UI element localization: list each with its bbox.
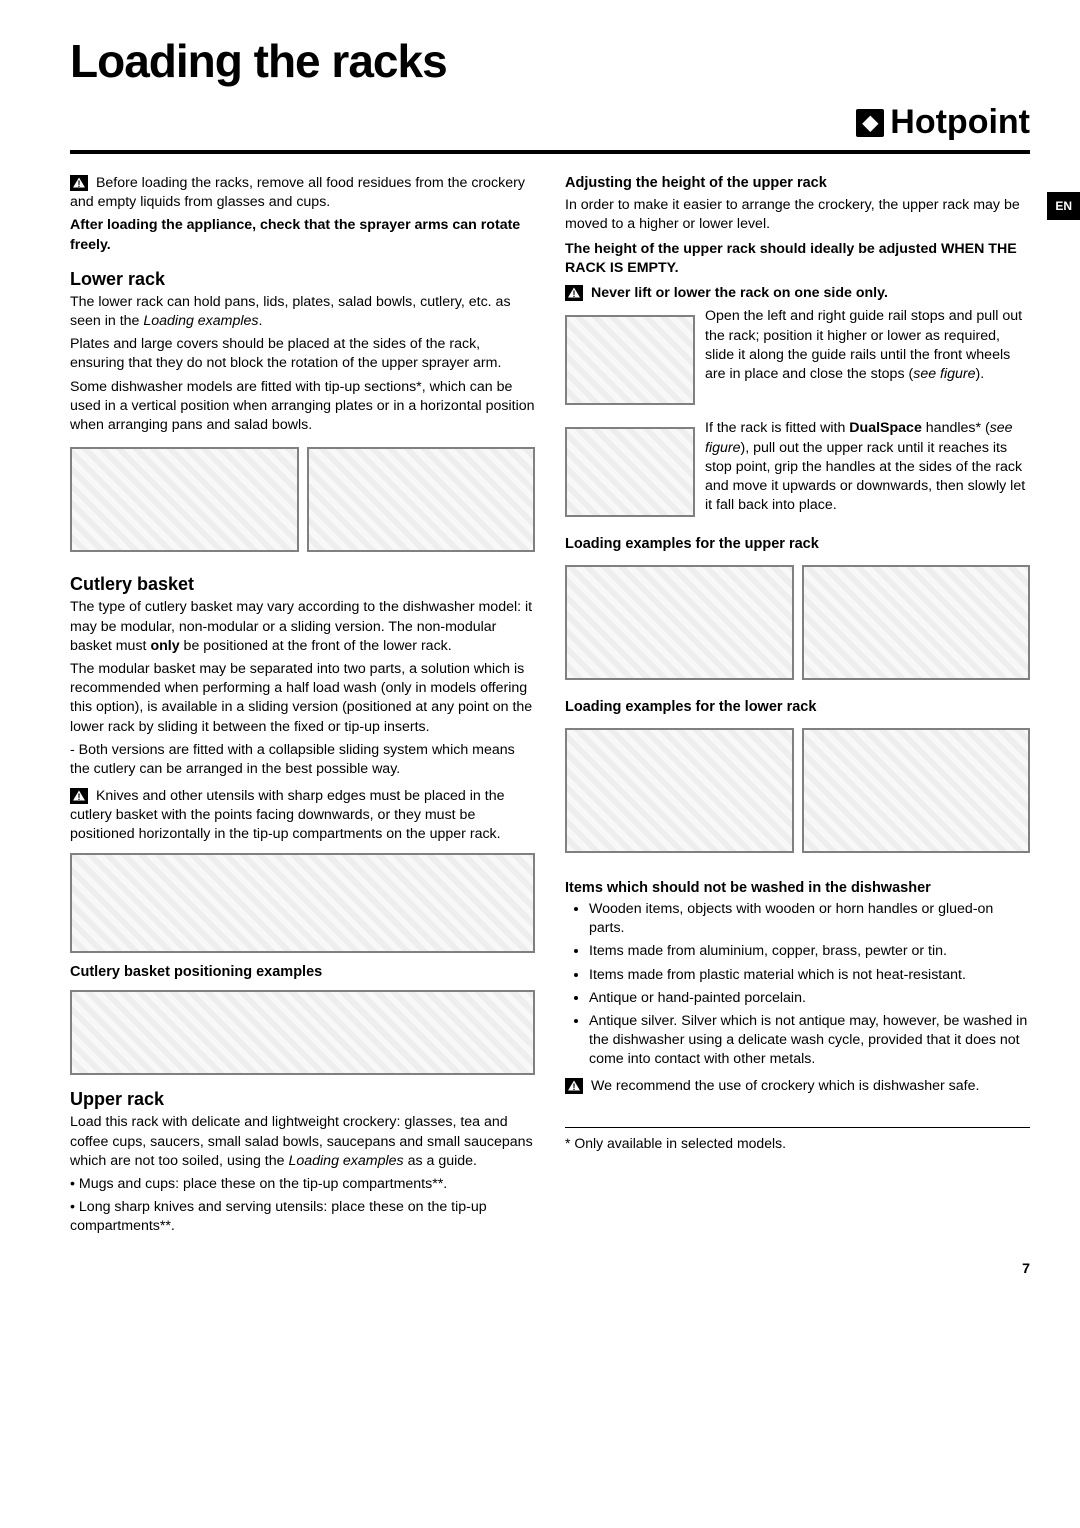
adjust-side1-text: Open the left and right guide rail stops… [705,307,1030,384]
language-tab: EN [1047,192,1080,220]
lr-p1a: The lower rack can hold pans, lids, plat… [70,294,511,329]
left-column: Before loading the racks, remove all foo… [70,174,535,1240]
notwash-heading: Items which should not be washed in the … [565,879,1030,899]
up-p1b: Loading examples [288,1153,403,1169]
cutlery-warning: Knives and other utensils with sharp edg… [70,787,535,845]
ex-upper-heading: Loading examples for the upper rack [565,535,1030,555]
brand-icon: ◆ [856,109,884,137]
brand-row: ◆ Hotpoint [70,100,1030,146]
adjust-side2-text: If the rack is fitted with DualSpace han… [705,419,1030,515]
s1b: see figure [913,366,975,382]
ex-lower-images [565,720,1030,861]
intro-text: Before loading the racks, remove all foo… [70,175,525,210]
brand-logo: ◆ Hotpoint [856,100,1030,146]
upper-p1: Load this rack with delicate and lightwe… [70,1113,535,1171]
rec-text: We recommend the use of crockery which i… [587,1078,979,1094]
cutlery-pos-heading: Cutlery basket positioning examples [70,963,535,983]
adjust-side-2: If the rack is fitted with DualSpace han… [565,419,1030,525]
diagram-cutlery-positioning [70,990,535,1075]
cut-p1b: only [150,638,179,654]
footnote: * Only available in selected models. [565,1134,1030,1153]
up-p1c: as a guide. [404,1153,477,1169]
adjust-p1: In order to make it easier to arrange th… [565,196,1030,234]
warning-icon [70,788,88,804]
cutlery-p3: - Both versions are fitted with a collap… [70,741,535,779]
adjust-warn-text: Never lift or lower the rack on one side… [587,285,888,301]
adjust-heading: Adjusting the height of the upper rack [565,174,1030,194]
list-item: Antique silver. Silver which is not anti… [589,1012,1030,1070]
upper-b1: • Mugs and cups: place these on the tip-… [70,1175,535,1194]
recommendation: We recommend the use of crockery which i… [565,1077,1030,1096]
brand-text: Hotpoint [890,100,1030,146]
warning-icon [565,1078,583,1094]
ex-lower-heading: Loading examples for the lower rack [565,698,1030,718]
s2b: DualSpace [849,420,922,436]
s1c: ). [976,366,985,382]
lower-rack-p3: Some dishwasher models are fitted with t… [70,378,535,436]
s2e: ), pull out the upper rack until it reac… [705,440,1025,514]
cutlery-p2: The modular basket may be separated into… [70,660,535,737]
intro-bold: After loading the appliance, check that … [70,216,535,254]
adjust-bold: The height of the upper rack should idea… [565,240,1030,278]
cutlery-heading: Cutlery basket [70,572,535,596]
page-number: 7 [70,1260,1030,1279]
diagram-ex-lower-1 [565,728,794,853]
notwash-list: Wooden items, objects with wooden or hor… [589,900,1030,1069]
diagram-adjust-2 [565,427,695,517]
footnote-rule [565,1127,1030,1128]
lr-p1b: Loading examples [143,313,258,329]
cutlery-p1: The type of cutlery basket may vary acco… [70,598,535,656]
diagram-ex-lower-2 [802,728,1031,853]
adjust-side-1: Open the left and right guide rail stops… [565,307,1030,413]
warning-icon [70,175,88,191]
list-item: Antique or hand-painted porcelain. [589,989,1030,1008]
lower-rack-p2: Plates and large covers should be placed… [70,335,535,373]
upper-b2: • Long sharp knives and serving utensils… [70,1198,535,1236]
lower-rack-p1: The lower rack can hold pans, lids, plat… [70,293,535,331]
s2a: If the rack is fitted with [705,420,849,436]
header-rule [70,150,1030,154]
upper-rack-heading: Upper rack [70,1087,535,1111]
s2c: handles* ( [922,420,990,436]
adjust-warn: Never lift or lower the rack on one side… [565,284,1030,303]
diagram-ex-upper-1 [565,565,794,680]
diagram-lower-rack-2 [307,447,536,552]
diagram-ex-upper-2 [802,565,1031,680]
lower-rack-heading: Lower rack [70,267,535,291]
diagram-adjust-1 [565,315,695,405]
right-column: Adjusting the height of the upper rack I… [565,174,1030,1240]
list-item: Wooden items, objects with wooden or hor… [589,900,1030,938]
lr-p1c: . [259,313,263,329]
warning-icon [565,285,583,301]
cutlery-warn-text: Knives and other utensils with sharp edg… [70,788,504,842]
diagram-cutlery-basket [70,853,535,953]
cut-p1c: be positioned at the front of the lower … [180,638,452,654]
ex-upper-images [565,557,1030,688]
list-item: Items made from aluminium, copper, brass… [589,942,1030,961]
intro-paragraph: Before loading the racks, remove all foo… [70,174,535,212]
lower-rack-images [70,439,535,560]
diagram-lower-rack-1 [70,447,299,552]
two-column-layout: EN Before loading the racks, remove all … [70,174,1030,1240]
page-title: Loading the racks [70,30,1030,92]
list-item: Items made from plastic material which i… [589,966,1030,985]
